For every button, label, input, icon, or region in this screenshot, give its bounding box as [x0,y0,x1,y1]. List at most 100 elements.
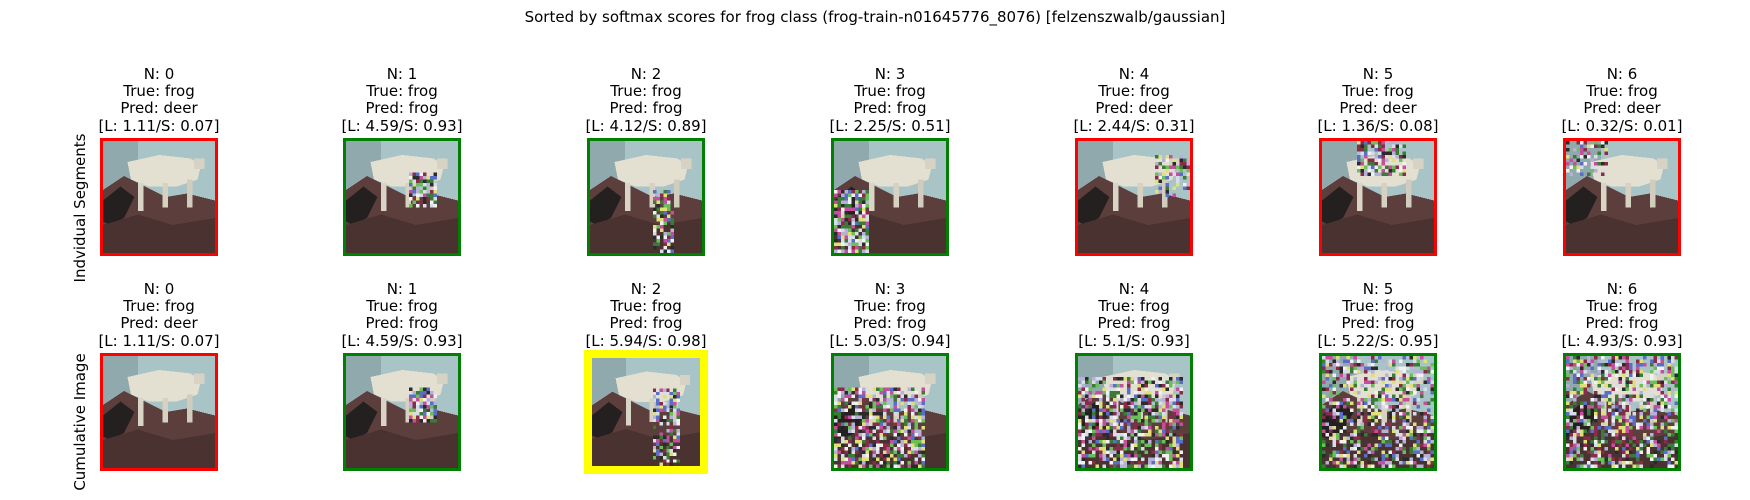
panel-title: N: 1 True: frog Pred: frog [L: 4.59/S: 0.93… [282,65,522,135]
panel-title-scores: [L: 4.93/S: 0.93] [1561,331,1683,350]
panel: N: 3 True: frog Pred: frog [L: 5.03/S: 0.94… [770,280,1010,486]
panel-title-scores: [L: 2.25/S: 0.51] [829,116,951,135]
image-pixels [1322,141,1434,253]
segment-image-thumbnail [1563,138,1681,256]
panel-title-scores: [L: 5.1/S: 0.93] [1078,331,1190,350]
image-pixels [1322,356,1434,468]
panel-title-scores: [L: 5.22/S: 0.95] [1317,331,1439,350]
panel-title-predicted-label: Pred: frog [365,99,439,118]
panel-title: N: 2 True: frog Pred: frog [L: 5.94/S: 0.98… [526,280,766,350]
panel-title-index: N: 6 [1606,280,1638,298]
image-pixels [590,141,702,253]
panel: N: 5 True: frog Pred: frog [L: 5.22/S: 0.95… [1258,280,1498,486]
image-pixels [103,356,215,468]
segment-image-thumbnail [1319,138,1437,256]
panel-title-true-label: True: frog [1098,82,1170,101]
panel-title-scores: [L: 5.03/S: 0.94] [829,331,951,350]
panel-title-predicted-label: Pred: deer [1339,99,1417,118]
segment-image-thumbnail [1319,353,1437,471]
panel-title-true-label: True: frog [1586,82,1658,101]
panel-title-index: N: 3 [874,65,906,83]
panel: N: 2 True: frog Pred: frog [L: 4.12/S: 0.89… [526,65,766,271]
panel-title: N: 4 True: frog Pred: frog [L: 5.1/S: 0.93] [1014,280,1254,350]
panel-title-index: N: 4 [1118,280,1150,298]
panel-title: N: 4 True: frog Pred: deer [L: 2.44/S: 0.31… [1014,65,1254,135]
image-pixels [1566,141,1678,253]
panel-title-scores: [L: 1.11/S: 0.07] [98,116,220,135]
image-pixels [834,356,946,468]
panel-title-index: N: 5 [1362,65,1394,83]
panel-title-scores: [L: 4.59/S: 0.93] [341,116,463,135]
panel-title-index: N: 3 [874,280,906,298]
panel-title: N: 5 True: frog Pred: deer [L: 1.36/S: 0.08… [1258,65,1498,135]
segment-image-thumbnail [587,138,705,256]
panel: N: 0 True: frog Pred: deer [L: 1.11/S: 0.07… [39,65,279,271]
panel-title-index: N: 2 [630,65,662,83]
segment-image-thumbnail [831,353,949,471]
segment-image-thumbnail [584,350,708,474]
panel-title: N: 3 True: frog Pred: frog [L: 5.03/S: 0.94… [770,280,1010,350]
panel-title-true-label: True: frog [854,82,926,101]
panel-title-predicted-label: Pred: frog [1097,314,1171,333]
image-pixels [834,141,946,253]
panel-title-true-label: True: frog [854,297,926,316]
panel-title: N: 2 True: frog Pred: frog [L: 4.12/S: 0.89… [526,65,766,135]
panel: N: 2 True: frog Pred: frog [L: 5.94/S: 0.98… [526,280,766,486]
panel: N: 6 True: frog Pred: frog [L: 4.93/S: 0.93… [1502,280,1742,486]
panel-title-index: N: 1 [386,280,418,298]
panel-title-index: N: 0 [143,280,175,298]
panel-title: N: 5 True: frog Pred: frog [L: 5.22/S: 0.95… [1258,280,1498,350]
panel: N: 1 True: frog Pred: frog [L: 4.59/S: 0.93… [282,65,522,271]
image-pixels [1078,141,1190,253]
panel-title-predicted-label: Pred: deer [1095,99,1173,118]
segment-image-thumbnail [831,138,949,256]
panel: N: 4 True: frog Pred: frog [L: 5.1/S: 0.93] [1014,280,1254,486]
panel-title-index: N: 5 [1362,280,1394,298]
panel: N: 3 True: frog Pred: frog [L: 2.25/S: 0.51… [770,65,1010,271]
panel-title-index: N: 6 [1606,65,1638,83]
panel-title-index: N: 2 [630,280,662,298]
panel-title-true-label: True: frog [1098,297,1170,316]
panel-title-predicted-label: Pred: deer [120,314,198,333]
segment-image-thumbnail [100,138,218,256]
image-pixels [346,141,458,253]
panel-title-true-label: True: frog [1342,297,1414,316]
panel-title-index: N: 4 [1118,65,1150,83]
panel-title-true-label: True: frog [610,297,682,316]
panel-title-predicted-label: Pred: frog [853,314,927,333]
panel-title-scores: [L: 0.32/S: 0.01] [1561,116,1683,135]
panel: N: 4 True: frog Pred: deer [L: 2.44/S: 0.31… [1014,65,1254,271]
panel-title-scores: [L: 5.94/S: 0.98] [585,331,707,350]
panel-title: N: 0 True: frog Pred: deer [L: 1.11/S: 0.07… [39,280,279,350]
segment-image-thumbnail [1075,138,1193,256]
panel-title: N: 1 True: frog Pred: frog [L: 4.59/S: 0.93… [282,280,522,350]
panel-title-predicted-label: Pred: deer [1583,99,1661,118]
image-pixels [346,356,458,468]
panel-title-predicted-label: Pred: frog [609,99,683,118]
panel-title-true-label: True: frog [366,297,438,316]
segment-image-thumbnail [343,353,461,471]
panel: N: 0 True: frog Pred: deer [L: 1.11/S: 0.07… [39,280,279,486]
panel-title: N: 3 True: frog Pred: frog [L: 2.25/S: 0.51… [770,65,1010,135]
panel-title-true-label: True: frog [1342,82,1414,101]
panel: N: 1 True: frog Pred: frog [L: 4.59/S: 0.93… [282,280,522,486]
panel-title-index: N: 1 [386,65,418,83]
panel-title-true-label: True: frog [1586,297,1658,316]
panel-title-predicted-label: Pred: frog [609,314,683,333]
segment-image-thumbnail [1075,353,1193,471]
panel-title-predicted-label: Pred: frog [365,314,439,333]
segment-image-thumbnail [100,353,218,471]
panel-title: N: 0 True: frog Pred: deer [L: 1.11/S: 0.07… [39,65,279,135]
panel-title-scores: [L: 4.59/S: 0.93] [341,331,463,350]
panel: N: 6 True: frog Pred: deer [L: 0.32/S: 0.01… [1502,65,1742,271]
segment-image-thumbnail [1563,353,1681,471]
panel-title-true-label: True: frog [123,297,195,316]
image-pixels [592,358,700,466]
panel-title-scores: [L: 1.11/S: 0.07] [98,331,220,350]
panel-title-scores: [L: 2.44/S: 0.31] [1073,116,1195,135]
panel-title: N: 6 True: frog Pred: frog [L: 4.93/S: 0.93… [1502,280,1742,350]
panel: N: 5 True: frog Pred: deer [L: 1.36/S: 0.08… [1258,65,1498,271]
panel-title-true-label: True: frog [366,82,438,101]
panel-title-predicted-label: Pred: frog [1585,314,1659,333]
panel-title-scores: [L: 1.36/S: 0.08] [1317,116,1439,135]
